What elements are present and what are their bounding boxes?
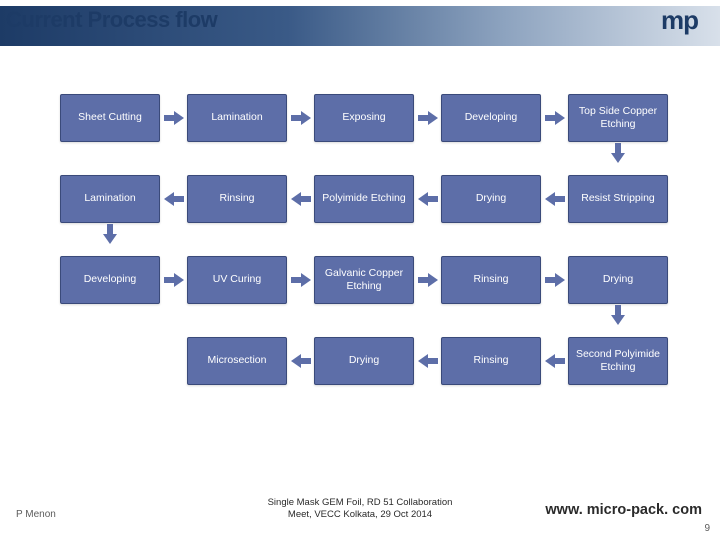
arrow-left-icon [414, 337, 441, 385]
process-step: Rinsing [441, 256, 541, 304]
process-step: Drying [441, 175, 541, 223]
process-step: Rinsing [187, 175, 287, 223]
footer-event-line2: Meet, VECC Kolkata, 29 Oct 2014 [288, 509, 432, 520]
flow-row: Lamination Rinsing Polyimide Etching Drying… [60, 171, 670, 226]
arrow-right-icon [287, 94, 314, 142]
slide-number: 9 [704, 523, 710, 534]
process-step: Top Side Copper Etching [568, 94, 668, 142]
arrow-right-icon [160, 94, 187, 142]
process-step: Second Polyimide Etching [568, 337, 668, 385]
arrow-left-icon [541, 337, 568, 385]
arrow-right-icon [414, 256, 441, 304]
process-flow-grid: Sheet Cutting Lamination Exposing Developin… [60, 90, 670, 414]
process-step: Galvanic Copper Etching [314, 256, 414, 304]
arrow-down-icon [611, 305, 625, 325]
arrow-left-icon [160, 337, 187, 385]
process-step: Developing [441, 94, 541, 142]
process-step: Lamination [60, 175, 160, 223]
flow-row: Sheet Cutting Lamination Exposing Developin… [60, 90, 670, 145]
arrow-left-icon [287, 175, 314, 223]
process-step: Drying [314, 337, 414, 385]
page-title: Current Process flow [6, 7, 217, 33]
arrow-right-icon [541, 256, 568, 304]
arrow-right-icon [160, 256, 187, 304]
logo: mp [661, 5, 698, 36]
slide: { "header": { "title": "Current Process … [0, 0, 720, 540]
arrow-left-icon [160, 175, 187, 223]
process-step: Developing [60, 256, 160, 304]
flow-row: Developing UV Curing Galvanic Copper Etchi… [60, 252, 670, 307]
process-step: Rinsing [441, 337, 541, 385]
process-step: Polyimide Etching [314, 175, 414, 223]
process-step: Sheet Cutting [60, 94, 160, 142]
footer-event-line1: Single Mask GEM Foil, RD 51 Collaboratio… [268, 497, 453, 508]
arrow-left-icon [287, 337, 314, 385]
flow-row: Microsection Drying Rinsing Second Polyimid… [60, 333, 670, 388]
arrow-right-icon [287, 256, 314, 304]
empty-cell [60, 337, 160, 385]
process-step: Drying [568, 256, 668, 304]
arrow-left-icon [414, 175, 441, 223]
process-step: Microsection [187, 337, 287, 385]
arrow-down-icon [611, 143, 625, 163]
process-step: Exposing [314, 94, 414, 142]
arrow-right-icon [541, 94, 568, 142]
arrow-left-icon [541, 175, 568, 223]
process-step: Lamination [187, 94, 287, 142]
arrow-down-icon [103, 224, 117, 244]
arrow-right-icon [414, 94, 441, 142]
process-step: Resist Stripping [568, 175, 668, 223]
process-step: UV Curing [187, 256, 287, 304]
footer-url: www. micro-pack. com [545, 502, 702, 518]
